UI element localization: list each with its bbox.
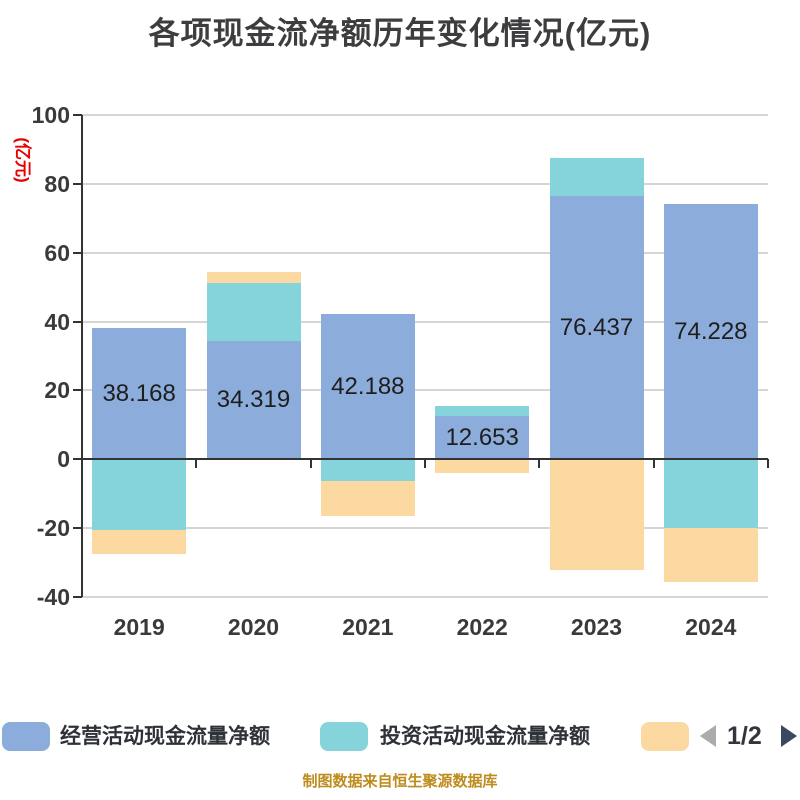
y-tick-label: 40 bbox=[44, 308, 70, 335]
bar-value-label: 38.168 bbox=[102, 379, 176, 407]
y-axis-tick bbox=[73, 182, 82, 185]
legend-label-operating[interactable]: 经营活动现金流量净额 bbox=[60, 725, 270, 748]
x-tick-label: 2019 bbox=[113, 614, 165, 640]
y-axis-tick bbox=[73, 389, 82, 392]
legend-swatch-third[interactable] bbox=[641, 722, 689, 751]
bar-segment-operating bbox=[549, 196, 644, 460]
y-tick-label: 80 bbox=[44, 170, 70, 197]
gridline bbox=[82, 251, 768, 254]
bar-value-label: 76.437 bbox=[559, 313, 634, 341]
chart-title: 各项现金流净额历年变化情况(亿元) bbox=[148, 16, 652, 51]
bar-segment-investing bbox=[435, 405, 530, 416]
legend-swatch-operating[interactable] bbox=[2, 722, 50, 751]
bar-value-label: 42.188 bbox=[331, 372, 405, 400]
y-axis-tick bbox=[73, 458, 82, 461]
bar-segment-investing bbox=[206, 282, 301, 342]
y-tick-label: 60 bbox=[44, 239, 70, 266]
y-axis-tick bbox=[73, 596, 82, 598]
legend-swatch-investing[interactable] bbox=[320, 722, 368, 751]
bar-segment-operating bbox=[206, 341, 301, 460]
bar-segment-third bbox=[435, 459, 530, 474]
bar-segment-operating bbox=[92, 327, 187, 460]
bar-segment-operating bbox=[435, 415, 530, 460]
gridline bbox=[82, 389, 768, 392]
y-axis-tick bbox=[73, 251, 82, 254]
y-tick-label: 0 bbox=[57, 446, 70, 473]
x-tick-label: 2021 bbox=[342, 614, 394, 640]
bar-segment-investing bbox=[92, 459, 187, 530]
x-tick-label: 2022 bbox=[456, 614, 508, 640]
bar-segment-third bbox=[549, 459, 644, 571]
x-axis-tick bbox=[81, 459, 83, 469]
gridline bbox=[82, 182, 768, 185]
bar-segment-third bbox=[92, 529, 187, 555]
x-axis-tick bbox=[652, 459, 655, 469]
y-axis-tick bbox=[73, 527, 82, 530]
y-axis-tick bbox=[73, 320, 82, 323]
x-axis-tick bbox=[424, 459, 426, 469]
bar-segment-third bbox=[206, 271, 301, 283]
y-axis-tick bbox=[73, 114, 82, 116]
x-tick-label: 2020 bbox=[227, 614, 280, 640]
legend-prev-arrow-icon[interactable] bbox=[700, 725, 716, 747]
bar-value-label: 12.653 bbox=[445, 423, 519, 451]
gridline bbox=[82, 596, 768, 598]
x-axis-tick bbox=[195, 459, 198, 469]
bar-segment-third bbox=[663, 528, 758, 582]
bar-segment-investing bbox=[320, 459, 415, 481]
y-tick-label: -40 bbox=[36, 584, 70, 610]
x-tick-label: 2023 bbox=[570, 614, 623, 640]
plot-area: 100 80 60 40 20 0 -20 -40 2019 38.168 2020 34.319 20… bbox=[32, 102, 769, 640]
y-tick-label: -20 bbox=[36, 515, 70, 542]
x-axis-tick bbox=[309, 459, 312, 469]
x-axis-tick bbox=[538, 459, 541, 469]
legend-page-indicator: 1/2 bbox=[727, 722, 762, 750]
y-tick-label: 100 bbox=[31, 102, 70, 128]
x-tick-label: 2024 bbox=[685, 614, 737, 640]
bar-segment-investing bbox=[663, 459, 758, 529]
bar-segment-operating bbox=[663, 203, 758, 460]
legend-next-arrow-icon[interactable] bbox=[781, 725, 797, 747]
bar-value-label: 34.319 bbox=[216, 386, 291, 414]
legend-label-investing[interactable]: 投资活动现金流量净额 bbox=[380, 725, 590, 748]
y-axis-line bbox=[81, 115, 83, 597]
data-source-note: 制图数据来自恒生聚源数据库 bbox=[302, 773, 498, 790]
bar-value-label: 74.228 bbox=[674, 317, 748, 345]
gridline bbox=[82, 527, 768, 530]
gridline bbox=[82, 320, 768, 323]
x-axis-tick bbox=[767, 459, 769, 469]
y-tick-label: 20 bbox=[44, 377, 70, 404]
gridline bbox=[82, 114, 768, 116]
bar-segment-operating bbox=[320, 314, 415, 460]
bar-segment-third bbox=[320, 480, 415, 517]
bar-segment-investing bbox=[549, 157, 644, 197]
